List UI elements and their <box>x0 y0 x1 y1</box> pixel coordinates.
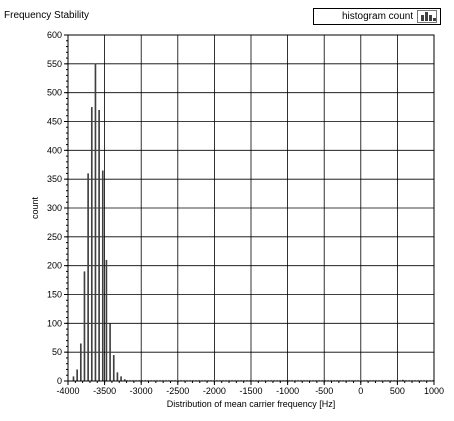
histogram-bar <box>90 107 93 381</box>
y-tick-label: 0 <box>57 376 62 386</box>
graph-title: Frequency Stability <box>4 10 90 21</box>
x-tick-label: -4000 <box>56 386 79 396</box>
legend[interactable]: histogram count <box>313 8 441 25</box>
x-tick-label: -2000 <box>203 386 226 396</box>
x-tick-label: 0 <box>358 386 363 396</box>
plot-frame <box>67 34 435 382</box>
histogram-bar <box>87 173 89 381</box>
y-tick-label: 200 <box>47 261 62 271</box>
x-tick-label: -500 <box>315 386 333 396</box>
histogram-bar <box>105 259 108 381</box>
x-tick-label: -3000 <box>130 386 153 396</box>
y-tick-label: 350 <box>47 174 62 184</box>
y-tick-label: 600 <box>47 30 62 40</box>
y-tick-label: 550 <box>47 59 62 69</box>
x-tick-label: -1500 <box>239 386 262 396</box>
histogram-bar <box>94 63 97 381</box>
y-tick-label: 500 <box>47 88 62 98</box>
histogram-bar <box>123 379 126 381</box>
histogram-bar <box>116 372 119 381</box>
y-tick-label: 100 <box>47 318 62 328</box>
histogram-bar <box>76 369 78 381</box>
x-tick-label: 1000 <box>424 386 444 396</box>
histogram-bar <box>120 376 122 381</box>
histogram-bar <box>101 170 104 381</box>
y-tick-label: 450 <box>47 117 62 127</box>
histogram-bar <box>402 379 404 381</box>
x-tick-label: -3500 <box>93 386 116 396</box>
y-tick-label: 250 <box>47 232 62 242</box>
grid-lines <box>67 34 435 382</box>
x-tick-label: -1000 <box>276 386 299 396</box>
histogram-bars <box>72 63 434 381</box>
legend-label: histogram count <box>342 11 414 22</box>
y-tick-label: 400 <box>47 145 62 155</box>
histogram-bar <box>98 109 100 381</box>
y-tick-label: 150 <box>47 290 62 300</box>
x-tick-label: -2500 <box>166 386 189 396</box>
histogram-bar <box>83 271 86 381</box>
histogram-bar <box>79 343 82 381</box>
x-axis-ticks: -4000 -3500 -3000 -2500 -2000 -1500 -1000 -500 0… <box>56 381 444 396</box>
histogram-swatch-icon <box>417 10 437 23</box>
y-axis-label: count <box>30 196 40 219</box>
x-axis-label: Distribution of mean carrier frequency [… <box>167 399 336 409</box>
y-tick-label: 300 <box>47 203 62 213</box>
histogram-bar <box>109 323 111 381</box>
histogram-bar <box>112 355 115 381</box>
y-tick-label: 50 <box>52 347 62 357</box>
histogram-bar <box>72 376 75 381</box>
x-tick-label: 500 <box>390 386 405 396</box>
y-axis-ticks: 0 50 100 150 200 250 300 350 400 450 500 550 600 <box>47 30 68 386</box>
